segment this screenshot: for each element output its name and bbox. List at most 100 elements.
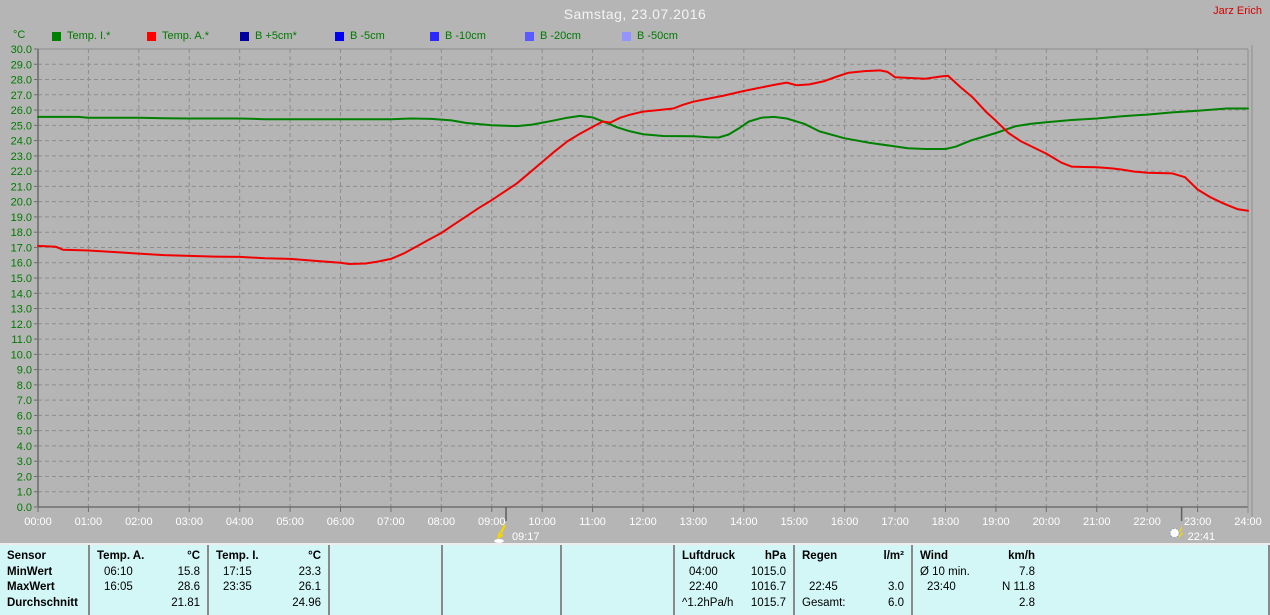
- stats-cell-label: Luftdruck: [682, 550, 736, 562]
- y-tick-label: 17.0: [11, 242, 32, 254]
- stats-row: [795, 565, 911, 581]
- legend-item-label: Temp. I.*: [67, 30, 111, 42]
- time-marker-22-41: 22:41: [1169, 507, 1216, 543]
- y-tick-label: 1.0: [17, 487, 32, 499]
- x-tick-label: 00:00: [24, 516, 52, 528]
- stats-col-regen: Regen l/m² 22:45 3.0 Gesamt: 6.0: [793, 545, 911, 615]
- stats-cell-value: 26.1: [298, 581, 321, 593]
- grid-lines: [38, 48, 1248, 507]
- legend-swatch-icon: [240, 31, 249, 41]
- stats-cell-value: [399, 565, 441, 581]
- x-tick-label: 05:00: [276, 516, 304, 528]
- x-axis-labels: 00:00 01:00 02:00 03:00 04:00 05:00 06:00 07:00…: [24, 516, 1262, 528]
- stats-cell-label: Regen: [802, 550, 838, 562]
- stats-cell-value: [869, 565, 911, 581]
- legend-swatch-icon: [335, 31, 344, 41]
- y-tick-label: 7.0: [17, 395, 32, 407]
- stats-cell-value: [631, 565, 673, 581]
- stats-cell-value: 6.0: [888, 596, 904, 609]
- x-tick-label: 10:00: [528, 516, 556, 528]
- stats-cell-value: hPa: [764, 550, 786, 562]
- legend-swatch-icon: [525, 31, 534, 41]
- stats-cell-label: ^1.2hPa/h: [682, 596, 734, 609]
- y-tick-label: 19.0: [11, 212, 32, 224]
- stats-cell-label: [330, 549, 399, 565]
- stats-cell-value: N 11.8: [1001, 581, 1035, 593]
- stats-cell-label: Temp. A.: [97, 550, 145, 562]
- stats-col-luftdruck: Luftdruck hPa 04:00 1015.0 22:40 1016.7 ^1.2hP…: [673, 545, 793, 615]
- legend-item-b-10cm[interactable]: B -10cm: [430, 30, 486, 42]
- stats-cell-label: Gesamt:: [802, 596, 846, 609]
- stats-cell-value: °C: [308, 550, 321, 562]
- y-tick-label: 15.0: [11, 273, 32, 285]
- stats-row: Gesamt: 6.0: [795, 596, 911, 612]
- stats-cell-value: 1016.7: [750, 581, 786, 593]
- stats-row: Luftdruck hPa: [675, 549, 793, 565]
- stats-cell-label: [562, 596, 631, 612]
- axes: [34, 45, 1253, 517]
- x-tick-label: 03:00: [175, 516, 203, 528]
- x-tick-label: 12:00: [629, 516, 657, 528]
- stats-cell-label: [330, 596, 399, 612]
- x-tick-label: 23:00: [1184, 516, 1212, 528]
- stats-cell-value: 21.81: [171, 596, 200, 609]
- legend-swatch-icon: [52, 31, 61, 41]
- y-tick-label: 25.0: [11, 120, 32, 132]
- stats-col-empty-2: [441, 545, 560, 615]
- y-tick-label: 12.0: [11, 319, 32, 331]
- row-label-minwert: MinWert: [7, 565, 53, 578]
- stats-cell-label: [443, 596, 518, 612]
- legend-item-temp-a[interactable]: Temp. A.*: [147, 30, 209, 42]
- stats-row: [562, 549, 673, 565]
- stats-cell-value: [399, 596, 441, 612]
- x-tick-label: 11:00: [579, 516, 606, 528]
- y-tick-label: 0.0: [17, 502, 32, 514]
- y-tick-label: 5.0: [17, 426, 32, 438]
- y-tick-label: 21.0: [11, 181, 32, 193]
- stats-row: [443, 580, 560, 596]
- stats-row: ^1.2hPa/h 1015.7: [675, 596, 793, 612]
- legend-item-temp-i[interactable]: Temp. I.*: [52, 30, 110, 42]
- stats-col-row-labels: Sensor MinWert MaxWert Durchschnitt: [0, 545, 88, 615]
- stats-row: Temp. A. °C: [90, 549, 207, 565]
- temperature-chart[interactable]: 0.0 1.0 2.0 3.0 4.0 5.0 6.0 7.0 8.0 9.0 10.0 11.0 12…: [0, 0, 1270, 545]
- stats-cell-label: [443, 549, 518, 565]
- stats-row: Wind km/h: [913, 549, 1042, 565]
- stats-cell-label: 23:40: [927, 581, 956, 593]
- x-tick-label: 08:00: [428, 516, 456, 528]
- stats-cell-label: [209, 596, 286, 612]
- x-tick-label: 02:00: [125, 516, 153, 528]
- stats-table: Sensor MinWert MaxWert Durchschnitt Temp. A.…: [0, 543, 1270, 615]
- stats-cell-value: [399, 580, 441, 596]
- y-tick-label: 30.0: [11, 44, 32, 56]
- stats-cell-label: Wind: [920, 550, 948, 562]
- stats-row: 16:05 28.6: [90, 580, 207, 596]
- stats-cell-label: 23:35: [223, 581, 252, 593]
- x-tick-label: 07:00: [377, 516, 405, 528]
- stats-row: [330, 565, 441, 581]
- y-tick-label: 24.0: [11, 136, 32, 148]
- legend-item-b-5cm[interactable]: B -5cm: [335, 30, 385, 42]
- legend-item-b-50cm[interactable]: B -50cm: [622, 30, 678, 42]
- stats-col-wind: Wind km/h Ø 10 min. 7.8 23:40 N 11.8 2.8: [911, 545, 1268, 615]
- y-tick-label: 10.0: [11, 349, 32, 361]
- stats-cell-label: [562, 565, 631, 581]
- stats-cell-label: 16:05: [104, 581, 133, 593]
- stats-cell-label: 06:10: [104, 565, 133, 578]
- stats-row: [562, 580, 673, 596]
- marker-time-label: 22:41: [1188, 531, 1216, 543]
- stats-cell-value: 15.8: [177, 565, 200, 578]
- stats-row: Ø 10 min. 7.8: [913, 565, 1042, 581]
- y-tick-label: 14.0: [11, 288, 32, 300]
- legend-item-label: B -20cm: [540, 30, 581, 42]
- stats-cell-value: 1015.7: [750, 596, 786, 609]
- legend-item-b-20cm[interactable]: B -20cm: [525, 30, 581, 42]
- stats-cell-label: [443, 565, 518, 581]
- x-tick-label: 17:00: [881, 516, 909, 528]
- legend-item-b-5cm[interactable]: B +5cm*: [240, 30, 297, 42]
- stats-cell-value: [631, 549, 673, 565]
- stats-cell-value: [399, 549, 441, 565]
- stats-cell-value: °C: [187, 550, 200, 562]
- time-markers: 09:17 22:41: [493, 507, 1216, 544]
- stats-row: [443, 565, 560, 581]
